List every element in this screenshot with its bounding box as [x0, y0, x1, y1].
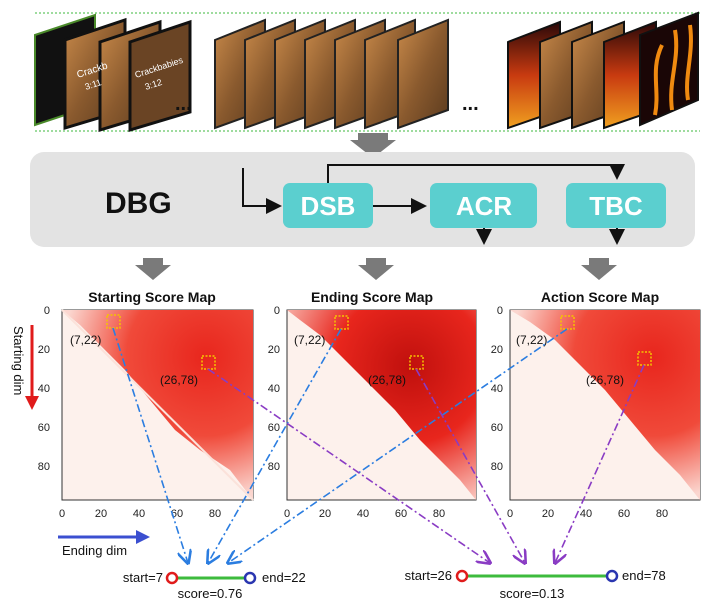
starting-score-map: Starting Score Map (7,22) (26,78): [61, 289, 254, 501]
proposal-2: start=26 end=78 score=0.13: [405, 568, 666, 601]
video-frames: Crackb 3:11 Crackbabies 3:12 ... ...: [34, 11, 700, 133]
acr-label: ACR: [456, 191, 513, 221]
down-arrow-icon: [135, 258, 171, 280]
acr-module: [430, 183, 537, 228]
purple-connector: [415, 368, 525, 563]
down-arrow-icon: [581, 258, 617, 280]
x-tick: 20: [542, 508, 554, 520]
frame-caption: 3:11: [84, 77, 103, 92]
down-arrow-icon: [350, 133, 396, 158]
map-title: Starting Score Map: [88, 289, 216, 305]
x-tick: 20: [319, 508, 331, 520]
purple-connector: [555, 364, 645, 563]
heatmap-region: [510, 310, 700, 500]
fire-streaks: [653, 24, 693, 116]
y-tick: 60: [38, 422, 50, 434]
y-tick: 80: [491, 461, 503, 473]
point-marker: [637, 351, 652, 366]
axis-ticks: 0 20 40 60 80 0 20 40 60 80 0 20 40 60 8…: [38, 305, 668, 520]
y-tick: 0: [44, 305, 50, 317]
input-arrow: [242, 168, 282, 214]
starting-dim-label: Starting dim: [11, 326, 26, 395]
down-arrow-icon: [25, 396, 39, 410]
ellipsis: ...: [175, 93, 192, 115]
y-tick: 60: [491, 422, 503, 434]
blue-connector: [112, 327, 188, 563]
x-tick: 0: [59, 508, 65, 520]
x-tick: 40: [580, 508, 592, 520]
diagonal: [61, 309, 254, 501]
proposal-1: start=7 end=22 score=0.76: [123, 570, 306, 601]
dbg-title: DBG: [105, 187, 172, 220]
video-frame: [128, 19, 192, 133]
point-label: (26,78): [368, 373, 406, 387]
x-tick: 40: [133, 508, 145, 520]
starting-dim-axis: Starting dim: [11, 325, 39, 410]
ending-score-map: Ending Score Map (7,22) (26,78): [286, 289, 477, 501]
y-tick: 60: [268, 422, 280, 434]
video-frame: [397, 18, 449, 130]
purple-connector: [207, 368, 490, 563]
frame-group-3: [507, 11, 699, 130]
point-marker: [334, 315, 349, 330]
point-marker: [560, 315, 575, 330]
end-circle-icon: [605, 569, 619, 583]
tbc-module: [566, 183, 666, 228]
proposal-start: start=26: [405, 568, 452, 583]
ellipsis: ...: [462, 93, 479, 115]
blue-connector: [208, 328, 342, 563]
y-tick: 20: [38, 344, 50, 356]
point-label: (7,22): [516, 333, 547, 347]
ending-dim-axis: Ending dim: [58, 530, 150, 558]
map-title: Action Score Map: [541, 289, 659, 305]
blue-connectors: [112, 327, 568, 563]
blue-connector: [228, 328, 568, 563]
x-tick: 60: [395, 508, 407, 520]
action-score-map: Action Score Map (7,22) (26,78): [509, 289, 701, 501]
point-label: (26,78): [160, 373, 198, 387]
proposal-score: score=0.76: [178, 586, 243, 601]
y-tick: 0: [497, 305, 503, 317]
frame-group-1: Crackb 3:11 Crackbabies 3:12 ...: [34, 13, 192, 133]
x-tick: 20: [95, 508, 107, 520]
x-tick: 40: [357, 508, 369, 520]
y-tick: 20: [491, 344, 503, 356]
frame-group-2: ...: [214, 18, 479, 130]
x-tick: 0: [507, 508, 513, 520]
point-label: (7,22): [70, 333, 101, 347]
dbg-panel: DBG DSB ACR TBC: [30, 152, 695, 247]
y-tick: 20: [268, 344, 280, 356]
x-tick: 0: [284, 508, 290, 520]
x-tick: 80: [656, 508, 668, 520]
dsb-to-tbc-arrow: [327, 164, 625, 183]
y-tick: 80: [38, 461, 50, 473]
proposal-end: end=22: [262, 570, 306, 585]
proposal-score: score=0.13: [500, 586, 565, 601]
proposal-end: end=78: [622, 568, 666, 583]
start-circle-icon: [165, 571, 179, 585]
map-title: Ending Score Map: [311, 289, 433, 305]
down-arrow-icon: [358, 258, 394, 280]
x-tick: 80: [209, 508, 221, 520]
dsb-module: [283, 183, 373, 228]
y-tick: 40: [268, 383, 280, 395]
start-circle-icon: [455, 569, 469, 583]
right-arrow-icon: [136, 530, 150, 544]
y-tick: 40: [491, 383, 503, 395]
purple-connectors: [207, 364, 645, 563]
proposal-start: start=7: [123, 570, 163, 585]
point-label: (7,22): [294, 333, 325, 347]
end-circle-icon: [243, 571, 257, 585]
x-tick: 80: [433, 508, 445, 520]
point-label: (26,78): [586, 373, 624, 387]
ending-dim-label: Ending dim: [62, 543, 127, 558]
y-tick: 40: [38, 383, 50, 395]
y-tick: 0: [274, 305, 280, 317]
y-tick: 80: [268, 461, 280, 473]
dsb-label: DSB: [301, 191, 356, 221]
tbc-label: TBC: [589, 191, 643, 221]
heatmap-region: [287, 310, 476, 500]
x-tick: 60: [618, 508, 630, 520]
